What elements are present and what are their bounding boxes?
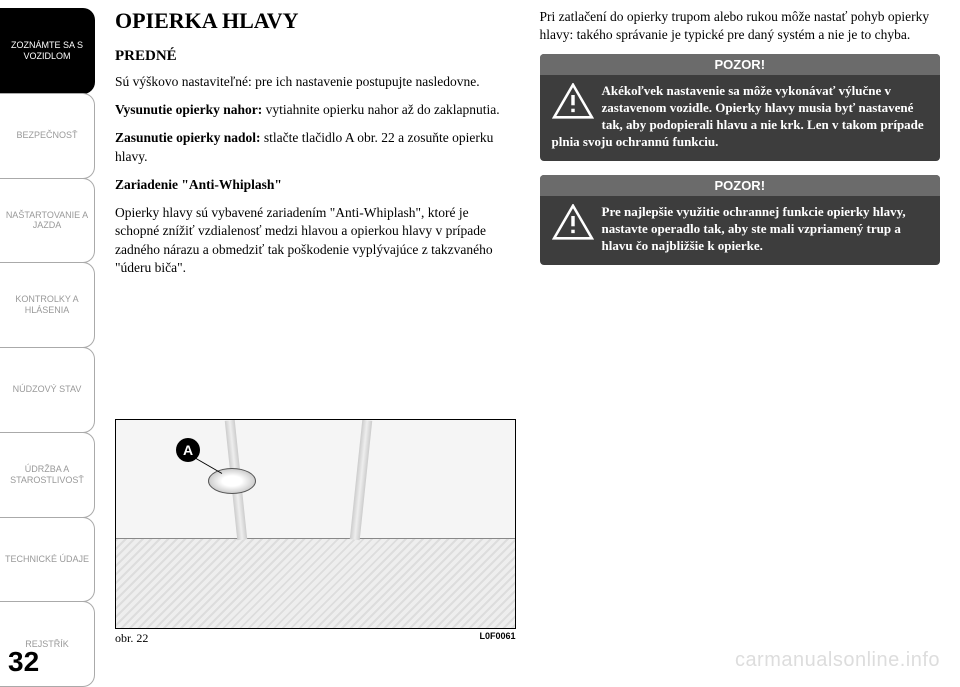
sidebar: ZOZNÁMTE SA S VOZIDLOM BEZPEČNOSŤ NAŠTAR… [0, 0, 95, 686]
callout-a: A [176, 438, 200, 462]
page-number: 32 [8, 646, 39, 678]
raise-text: vytiahnite opierku nahor až do zaklapnut… [262, 102, 499, 117]
lower-instruction: Zasunutie opierky nadol: stlačte tlačidl… [115, 129, 516, 165]
warning-box-2: POZOR! Pre najlepšie využitie ochrannej … [540, 175, 941, 265]
sidebar-item-indicators[interactable]: KONTROLKY A HLÁSENIA [0, 262, 95, 348]
warning-1-body: Akékoľvek nastavenie sa môže vykonávať v… [540, 75, 941, 161]
figure-caption-row: obr. 22 L0F0061 [115, 631, 516, 646]
behavior-text: Pri zatlačení do opierky trupom alebo ru… [540, 8, 941, 44]
warning-2-head: POZOR! [540, 175, 941, 196]
warning-box-1: POZOR! Akékoľvek nastavenie sa môže vyko… [540, 54, 941, 161]
figure-image: A [115, 419, 516, 629]
intro-text: Sú výškovo nastaviteľné: pre ich nastave… [115, 73, 516, 91]
headrest-post-right [350, 420, 372, 540]
right-column: Pri zatlačení do opierky trupom alebo ru… [540, 8, 941, 646]
callout-line [196, 458, 222, 474]
figure-22: A obr. 22 L0F0061 [115, 419, 516, 646]
content: OPIERKA HLAVY PREDNÉ Sú výškovo nastavit… [95, 0, 960, 686]
sidebar-item-techdata[interactable]: TECHNICKÉ ÚDAJE [0, 517, 95, 603]
lower-label: Zasunutie opierky nadol: [115, 130, 261, 145]
warning-icon [552, 204, 594, 240]
left-column: OPIERKA HLAVY PREDNÉ Sú výškovo nastavit… [115, 8, 516, 646]
sidebar-item-maintenance[interactable]: ÚDRŽBA A STAROSTLIVOSŤ [0, 432, 95, 518]
antiwhiplash-text: Opierky hlavy sú vybavené zariadením "An… [115, 204, 516, 277]
warning-1-head: POZOR! [540, 54, 941, 75]
headrest-button [208, 468, 256, 494]
seat-illustration [116, 538, 515, 628]
figure-code: L0F0061 [479, 631, 515, 646]
watermark: carmanualsonline.info [735, 649, 940, 672]
sidebar-item-safety[interactable]: BEZPEČNOSŤ [0, 93, 95, 179]
sidebar-item-intro[interactable]: ZOZNÁMTE SA S VOZIDLOM [0, 8, 95, 94]
antiwhiplash-heading: Zariadenie "Anti-Whiplash" [115, 176, 516, 194]
sidebar-item-starting[interactable]: NAŠTARTOVANIE A JAZDA [0, 178, 95, 264]
warning-2-text: Pre najlepšie využitie ochrannej funkcie… [602, 204, 906, 253]
figure-caption: obr. 22 [115, 631, 148, 646]
sidebar-item-emergency[interactable]: NÚDZOVÝ STAV [0, 347, 95, 433]
section-heading: PREDNÉ [115, 48, 516, 65]
warning-1-text: Akékoľvek nastavenie sa môže vykonávať v… [552, 83, 924, 149]
page-title: OPIERKA HLAVY [115, 8, 516, 34]
warning-icon [552, 83, 594, 119]
warning-2-body: Pre najlepšie využitie ochrannej funkcie… [540, 196, 941, 265]
raise-label: Vysunutie opierky nahor: [115, 102, 262, 117]
raise-instruction: Vysunutie opierky nahor: vytiahnite opie… [115, 101, 516, 119]
